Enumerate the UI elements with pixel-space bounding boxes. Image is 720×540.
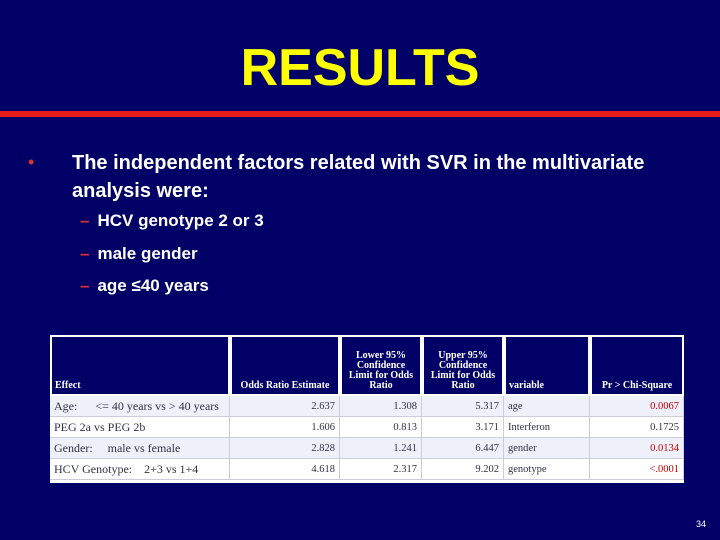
cell-upper-ci: 9.202 — [422, 459, 504, 480]
cell-p-value: <.0001 — [590, 459, 684, 480]
cell-lower-ci: 0.813 — [340, 417, 422, 438]
slide-title: RESULTS — [240, 39, 480, 97]
cell-odds-ratio: 2.828 — [230, 438, 340, 459]
cell-effect: Age: <= 40 years vs > 40 years — [50, 396, 230, 417]
cell-effect: PEG 2a vs PEG 2b — [50, 417, 230, 438]
cell-effect: Gender: male vs female — [50, 438, 230, 459]
sub-item-label: HCV genotype 2 or 3 — [97, 211, 264, 230]
table-row: Age: <= 40 years vs > 40 years 2.637 1.3… — [50, 396, 684, 417]
cell-upper-ci: 3.171 — [422, 417, 504, 438]
sub-item: – male gender — [80, 244, 198, 264]
page-number: 34 — [695, 519, 706, 529]
cell-upper-ci: 6.447 — [422, 438, 504, 459]
cell-odds-ratio: 4.618 — [230, 459, 340, 480]
bullet-text: The independent factors related with SVR… — [72, 152, 645, 202]
cell-p-value: 0.0067 — [590, 396, 684, 417]
cell-lower-ci: 2.317 — [340, 459, 422, 480]
header-variable: variable — [504, 335, 590, 396]
cell-p-value: 0.1725 — [590, 417, 684, 438]
results-table: Effect Odds Ratio Estimate Lower 95% Con… — [50, 335, 684, 483]
cell-lower-ci: 1.241 — [340, 438, 422, 459]
cell-upper-ci: 5.317 — [422, 396, 504, 417]
header-p-value: Pr > Chi-Square — [590, 335, 684, 396]
dash-marker: – — [80, 276, 90, 295]
cell-odds-ratio: 2.637 — [230, 396, 340, 417]
cell-variable: Interferon — [504, 417, 590, 438]
header-effect: Effect — [50, 335, 230, 396]
cell-variable: gender — [504, 438, 590, 459]
cell-p-value: 0.0134 — [590, 438, 684, 459]
dash-marker: – — [80, 211, 90, 230]
table-header-row: Effect Odds Ratio Estimate Lower 95% Con… — [50, 335, 684, 396]
cell-lower-ci: 1.308 — [340, 396, 422, 417]
bullet-marker: • — [28, 152, 35, 172]
header-lower-ci: Lower 95% Confidence Limit for Odds Rati… — [340, 335, 422, 396]
sub-item: – HCV genotype 2 or 3 — [80, 211, 264, 231]
table-row: HCV Genotype: 2+3 vs 1+4 4.618 2.317 9.2… — [50, 459, 684, 480]
sub-item: – age ≤40 years — [80, 276, 209, 296]
cell-variable: genotype — [504, 459, 590, 480]
cell-variable: age — [504, 396, 590, 417]
dash-marker: – — [80, 244, 90, 263]
sub-item-label: male gender — [97, 244, 198, 263]
header-odds-ratio: Odds Ratio Estimate — [230, 335, 340, 396]
title-divider — [0, 111, 720, 117]
cell-odds-ratio: 1.606 — [230, 417, 340, 438]
header-upper-ci: Upper 95% Confidence Limit for Odds Rati… — [422, 335, 504, 396]
table-row: PEG 2a vs PEG 2b 1.606 0.813 3.171 Inter… — [50, 417, 684, 438]
sub-item-label: age ≤40 years — [97, 276, 209, 295]
cell-effect: HCV Genotype: 2+3 vs 1+4 — [50, 459, 230, 480]
table-row: Gender: male vs female 2.828 1.241 6.447… — [50, 438, 684, 459]
